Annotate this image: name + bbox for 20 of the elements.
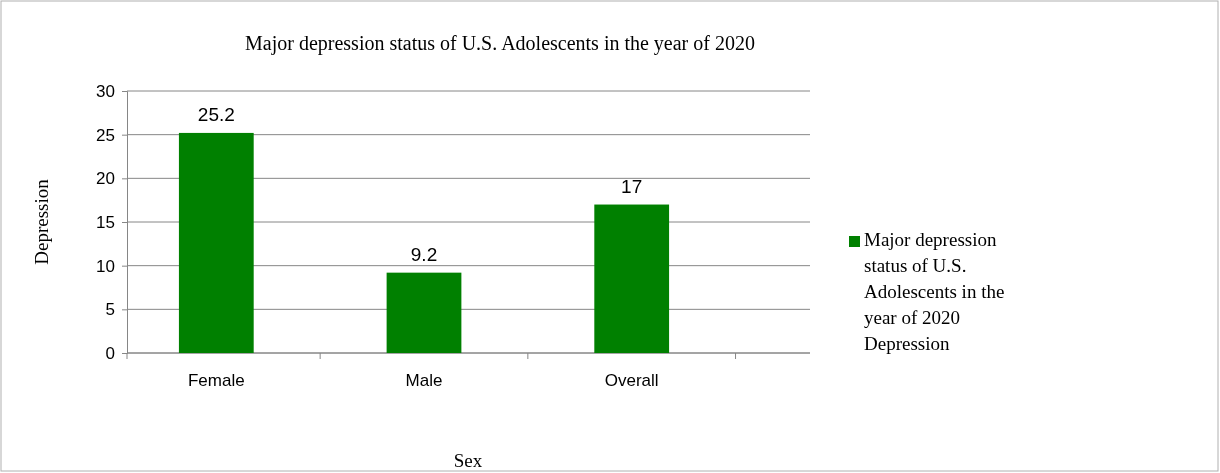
data-label: 17	[621, 175, 643, 197]
data-label: 25.2	[197, 103, 235, 125]
y-tick-label: 25	[96, 125, 115, 145]
y-tick-label: 15	[96, 212, 115, 232]
bar	[386, 272, 462, 353]
x-tick-label: Male	[405, 371, 443, 390]
y-tick-label: 0	[105, 343, 115, 363]
y-tick-label: 20	[96, 169, 115, 189]
y-tick-label: 10	[96, 256, 115, 276]
data-label: 9.2	[410, 243, 438, 265]
x-tick-label: Overall	[604, 371, 659, 390]
bar	[178, 132, 254, 353]
y-axis-title: Depression	[31, 178, 52, 265]
legend-label: Major depression status of U.S. Adolescents in the year of 2020 Depression	[864, 229, 1005, 354]
x-tick-label: Female	[187, 371, 245, 390]
bar	[594, 204, 670, 353]
x-axis-title: Sex	[453, 450, 483, 471]
y-tick-label: 5	[105, 300, 115, 320]
chart-title: Major depression status of U.S. Adolescents in the year of 2020	[245, 32, 755, 55]
y-tick-label: 30	[96, 81, 115, 101]
